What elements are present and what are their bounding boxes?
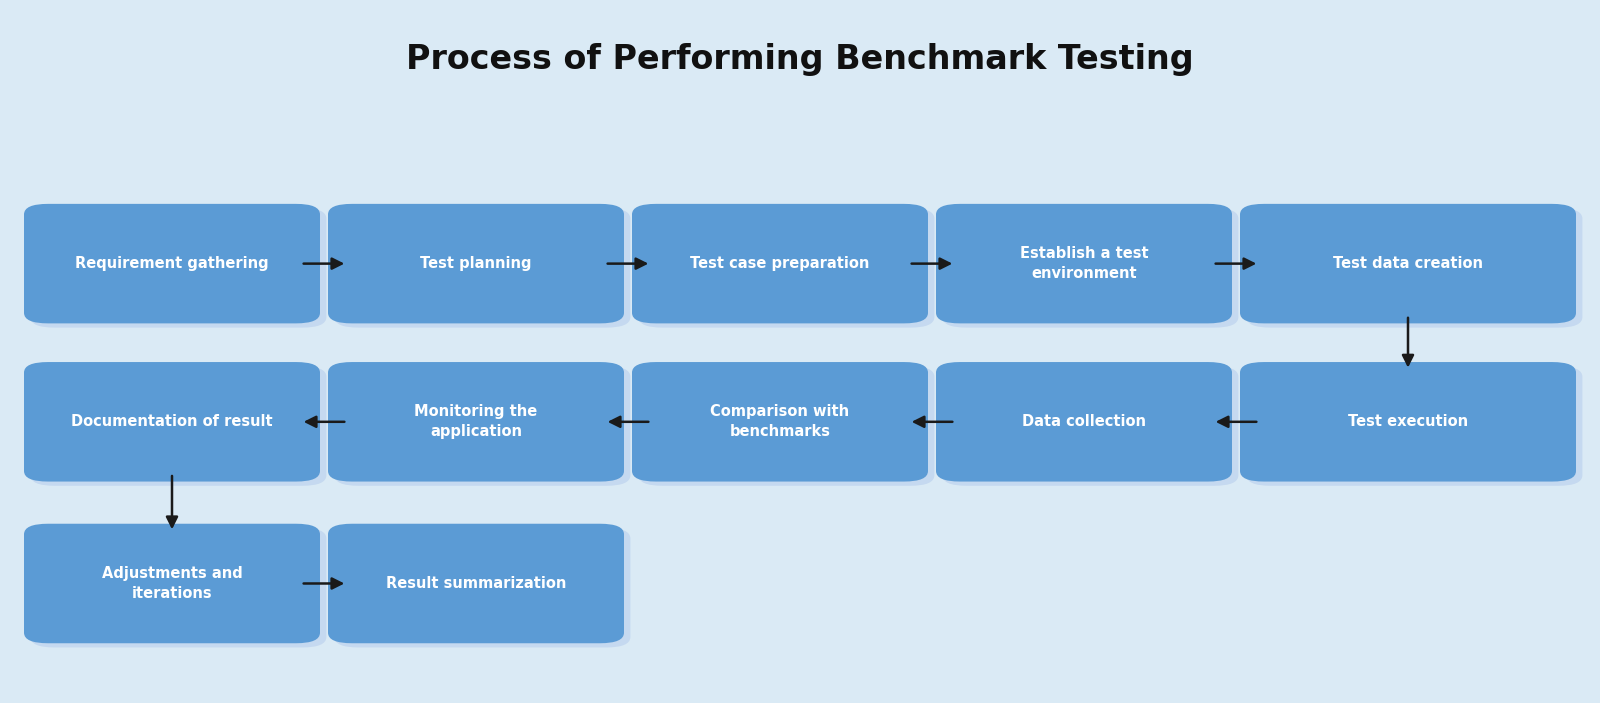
FancyBboxPatch shape	[30, 366, 326, 486]
FancyBboxPatch shape	[1240, 204, 1576, 323]
Text: Comparison with
benchmarks: Comparison with benchmarks	[710, 404, 850, 439]
FancyBboxPatch shape	[942, 366, 1238, 486]
Text: Requirement gathering: Requirement gathering	[75, 256, 269, 271]
FancyBboxPatch shape	[328, 362, 624, 482]
FancyBboxPatch shape	[334, 208, 630, 328]
Text: Test case preparation: Test case preparation	[690, 256, 870, 271]
Text: Data collection: Data collection	[1022, 414, 1146, 430]
FancyBboxPatch shape	[638, 208, 934, 328]
FancyBboxPatch shape	[328, 524, 624, 643]
Text: Test execution: Test execution	[1347, 414, 1469, 430]
FancyBboxPatch shape	[24, 362, 320, 482]
Text: Adjustments and
iterations: Adjustments and iterations	[102, 566, 242, 601]
FancyBboxPatch shape	[1246, 208, 1582, 328]
FancyBboxPatch shape	[638, 366, 934, 486]
Text: Monitoring the
application: Monitoring the application	[414, 404, 538, 439]
FancyBboxPatch shape	[942, 208, 1238, 328]
Text: Test planning: Test planning	[421, 256, 531, 271]
FancyBboxPatch shape	[30, 208, 326, 328]
Text: Test data creation: Test data creation	[1333, 256, 1483, 271]
FancyBboxPatch shape	[334, 366, 630, 486]
FancyBboxPatch shape	[1240, 362, 1576, 482]
FancyBboxPatch shape	[30, 528, 326, 647]
FancyBboxPatch shape	[24, 524, 320, 643]
FancyBboxPatch shape	[334, 528, 630, 647]
FancyBboxPatch shape	[632, 362, 928, 482]
Text: Establish a test
environment: Establish a test environment	[1019, 246, 1149, 281]
FancyBboxPatch shape	[24, 204, 320, 323]
FancyBboxPatch shape	[936, 204, 1232, 323]
Text: Result summarization: Result summarization	[386, 576, 566, 591]
FancyBboxPatch shape	[632, 204, 928, 323]
FancyBboxPatch shape	[328, 204, 624, 323]
Text: Process of Performing Benchmark Testing: Process of Performing Benchmark Testing	[406, 44, 1194, 76]
FancyBboxPatch shape	[936, 362, 1232, 482]
FancyBboxPatch shape	[1246, 366, 1582, 486]
Text: Documentation of result: Documentation of result	[70, 414, 274, 430]
